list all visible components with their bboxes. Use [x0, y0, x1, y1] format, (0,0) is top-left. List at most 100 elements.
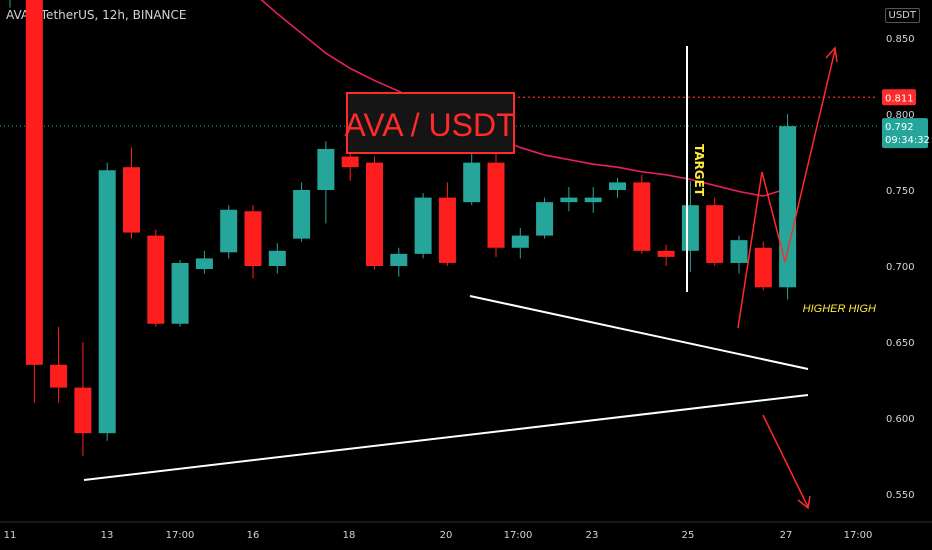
candle[interactable] [25, 0, 43, 403]
candle-body [195, 258, 213, 270]
triangle-lower-trendline[interactable] [83, 394, 809, 481]
x-tick-label: 23 [586, 530, 599, 541]
candle-body [244, 211, 262, 266]
time-axis[interactable]: 11 13 17:00 16 18 20 17:00 23 25 27 17:00 [0, 521, 932, 541]
triangle-upper-trendline[interactable] [469, 295, 809, 370]
horizontal-levels [0, 96, 878, 127]
candle[interactable] [74, 342, 92, 456]
candle-body [268, 250, 286, 266]
candle[interactable] [2, 0, 19, 8]
last-price-tag [882, 118, 928, 149]
candle-body [123, 167, 140, 233]
candle[interactable] [560, 186, 578, 212]
candle-body [706, 205, 724, 263]
candle[interactable] [98, 162, 116, 441]
candles [2, 0, 797, 456]
candle-body [779, 126, 797, 288]
x-tick-label: 13 [101, 530, 114, 541]
candle-body [438, 197, 456, 263]
y-tick-label: 0.600 [886, 414, 915, 425]
candle-body [98, 170, 116, 434]
candle-body [487, 162, 505, 248]
y-tick-label: 0.650 [886, 338, 915, 349]
candle-body [463, 162, 481, 203]
x-tick-label: 25 [682, 530, 695, 541]
candle[interactable] [390, 247, 408, 277]
bar-countdown-label: 09:34:32 [885, 135, 930, 146]
candle[interactable] [511, 228, 529, 259]
candle[interactable] [730, 235, 748, 274]
candle-body [511, 235, 529, 248]
candle[interactable] [779, 114, 797, 300]
candle[interactable] [171, 259, 189, 327]
title-box[interactable] [346, 92, 515, 154]
candle-body [293, 190, 311, 239]
title-text: AVA / USDT [344, 107, 515, 143]
last-price-label: 0.792 [885, 122, 914, 133]
candle-body [341, 156, 359, 168]
candle-body [390, 253, 408, 266]
bearish-arrowhead [797, 495, 811, 510]
candle[interactable] [633, 174, 651, 254]
bullish-projection-path[interactable] [737, 49, 836, 329]
candle[interactable] [268, 243, 286, 274]
candle-body [25, 0, 43, 365]
x-tick-label: 17:00 [166, 530, 195, 541]
annotations: TARGET AVA / USDT HIGHER HIGH [344, 46, 876, 510]
candle-body [414, 197, 432, 254]
level-price-label: 0.811 [885, 93, 914, 104]
candle-body [147, 235, 165, 324]
candle-body [754, 247, 772, 288]
candle[interactable] [536, 197, 554, 239]
candle-body [609, 182, 626, 190]
x-tick-label: 20 [440, 530, 453, 541]
candle[interactable] [293, 182, 311, 242]
bullish-arrowhead [825, 46, 838, 63]
x-tick-label: 17:00 [844, 530, 873, 541]
target-label: TARGET [692, 144, 706, 197]
candle-body [730, 240, 748, 263]
y-tick-label: 0.550 [886, 490, 915, 501]
candle-body [536, 202, 554, 236]
currency-badge[interactable]: USDT [884, 8, 920, 23]
level-price-tag [882, 89, 916, 106]
candle-body [74, 387, 92, 434]
price-axis[interactable]: 0.550 0.600 0.650 0.700 0.750 0.800 0.850 [886, 34, 915, 501]
candle[interactable] [244, 205, 262, 279]
candle-body [633, 182, 651, 251]
candle[interactable] [50, 326, 68, 403]
candle[interactable] [366, 156, 383, 270]
candle-body [171, 262, 189, 324]
symbol-header[interactable]: AVA / TetherUS, 12h, BINANCE [6, 8, 187, 22]
candle-body [560, 197, 578, 203]
candle-body [220, 209, 238, 253]
candle[interactable] [657, 244, 675, 266]
candle[interactable] [706, 197, 724, 266]
candle[interactable] [609, 177, 626, 198]
candle-body [50, 364, 68, 388]
candle[interactable] [195, 250, 213, 274]
candle[interactable] [220, 205, 238, 259]
candle[interactable] [438, 182, 456, 266]
candle[interactable] [754, 241, 772, 291]
y-tick-label: 0.850 [886, 34, 915, 45]
candle[interactable] [414, 193, 432, 259]
y-tick-label: 0.700 [886, 262, 915, 273]
candle-body [657, 250, 675, 257]
candle[interactable] [123, 147, 140, 239]
moving-average-line[interactable] [0, 0, 788, 197]
candle-body [317, 148, 335, 190]
candle[interactable] [147, 229, 165, 327]
y-tick-label: 0.750 [886, 186, 915, 197]
bearish-projection-line[interactable] [762, 414, 809, 508]
y-tick-label: 0.800 [886, 110, 915, 121]
x-tick-label: 18 [343, 530, 356, 541]
higher-high-label: HIGHER HIGH [803, 303, 876, 315]
candle[interactable] [317, 141, 335, 224]
candle[interactable] [584, 186, 602, 213]
x-tick-label: 11 [4, 530, 17, 541]
triangle-pattern [83, 295, 809, 481]
